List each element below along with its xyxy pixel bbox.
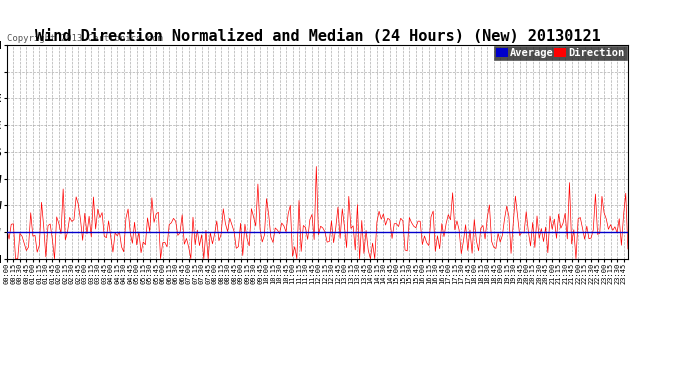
Title: Wind Direction Normalized and Median (24 Hours) (New) 20130121: Wind Direction Normalized and Median (24… xyxy=(34,29,600,44)
Text: Copyright 2013 Cartronics.com: Copyright 2013 Cartronics.com xyxy=(7,34,163,43)
Legend: Average, Direction: Average, Direction xyxy=(493,46,627,60)
